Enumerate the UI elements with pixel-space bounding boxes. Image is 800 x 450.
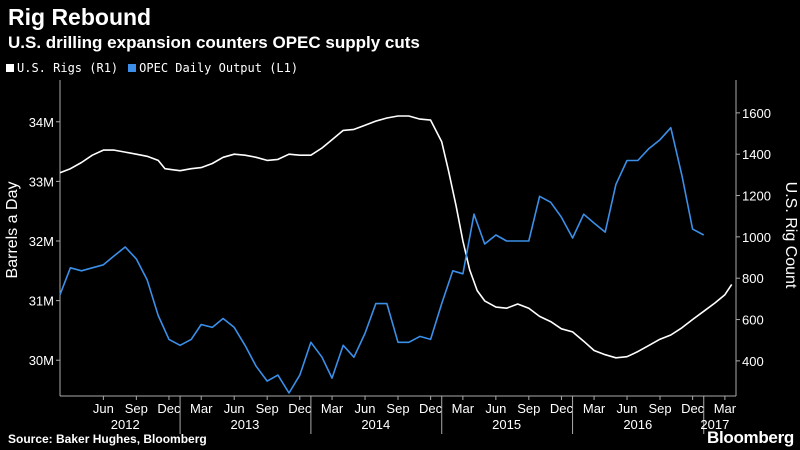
x-tick-label: Sep — [386, 401, 409, 416]
legend-label-opec-output: OPEC Daily Output (L1) — [139, 61, 299, 75]
source-note: Source: Baker Hughes, Bloomberg — [8, 432, 207, 446]
x-year-label: 2017 — [700, 417, 729, 432]
x-tick-label: Dec — [419, 401, 443, 416]
x-tick-label: Dec — [681, 401, 705, 416]
x-tick-label: Sep — [517, 401, 540, 416]
x-tick-label: Jun — [617, 401, 638, 416]
series-line-opec-output — [59, 126, 705, 394]
x-tick-label: Sep — [648, 401, 671, 416]
x-tick-label: Jun — [93, 401, 114, 416]
x-tick-label: Jun — [224, 401, 245, 416]
legend-swatch-us-rigs — [6, 64, 14, 72]
series-line-us-rigs — [59, 115, 733, 359]
y-left-tick-label: 31M — [29, 294, 54, 309]
legend-item-us-rigs: U.S. Rigs (R1) — [6, 61, 118, 75]
legend-label-us-rigs: U.S. Rigs (R1) — [17, 61, 119, 75]
x-tick-label: Jun — [485, 401, 506, 416]
x-year-label: 2014 — [361, 417, 390, 432]
chart-subtitle: U.S. drilling expansion counters OPEC su… — [8, 33, 420, 52]
x-tick-label: Dec — [288, 401, 312, 416]
x-year-label: 2016 — [623, 417, 652, 432]
x-tick-label: Dec — [550, 401, 574, 416]
y-left-tick-label: 33M — [29, 174, 54, 189]
y-right-tick-label: 600 — [742, 313, 764, 328]
x-tick-label: Mar — [583, 401, 606, 416]
y-right-tick-label: 400 — [742, 354, 764, 369]
x-tick-label: Mar — [714, 401, 737, 416]
y-right-tick-label: 1000 — [742, 230, 771, 245]
x-year-label: 2015 — [492, 417, 521, 432]
y-axis-left-title: Barrels a Day — [4, 182, 21, 279]
x-tick-label: Mar — [190, 401, 213, 416]
x-year-label: 2012 — [111, 417, 140, 432]
y-right-tick-label: 1600 — [742, 106, 771, 121]
x-tick-label: Mar — [321, 401, 344, 416]
x-year-label: 2013 — [230, 417, 259, 432]
y-axis-right-title: U.S. Rig Count — [782, 182, 799, 289]
y-right-tick-label: 1200 — [742, 189, 771, 204]
y-right-tick-label: 1400 — [742, 147, 771, 162]
x-tick-label: Sep — [256, 401, 279, 416]
x-tick-label: Sep — [125, 401, 148, 416]
chart-series — [59, 115, 733, 394]
legend-swatch-opec-output — [128, 64, 137, 72]
bloomberg-logo: Bloomberg — [706, 428, 794, 447]
x-tick-label: Dec — [157, 401, 181, 416]
y-left-tick-label: 30M — [29, 353, 54, 368]
chart-title: Rig Rebound — [8, 4, 152, 30]
y-right-tick-label: 800 — [742, 271, 764, 286]
legend: U.S. Rigs (R1) OPEC Daily Output (L1) — [6, 61, 298, 75]
x-tick-label: Jun — [355, 401, 376, 416]
x-tick-label: Mar — [452, 401, 475, 416]
legend-item-opec-output: OPEC Daily Output (L1) — [128, 61, 298, 75]
y-left-tick-label: 34M — [29, 115, 54, 130]
y-left-tick-label: 32M — [29, 234, 54, 249]
chart-axes: 30M 31M 32M 33M 34M 400 600 800 1000 1200 1400 1600… — [29, 80, 771, 434]
